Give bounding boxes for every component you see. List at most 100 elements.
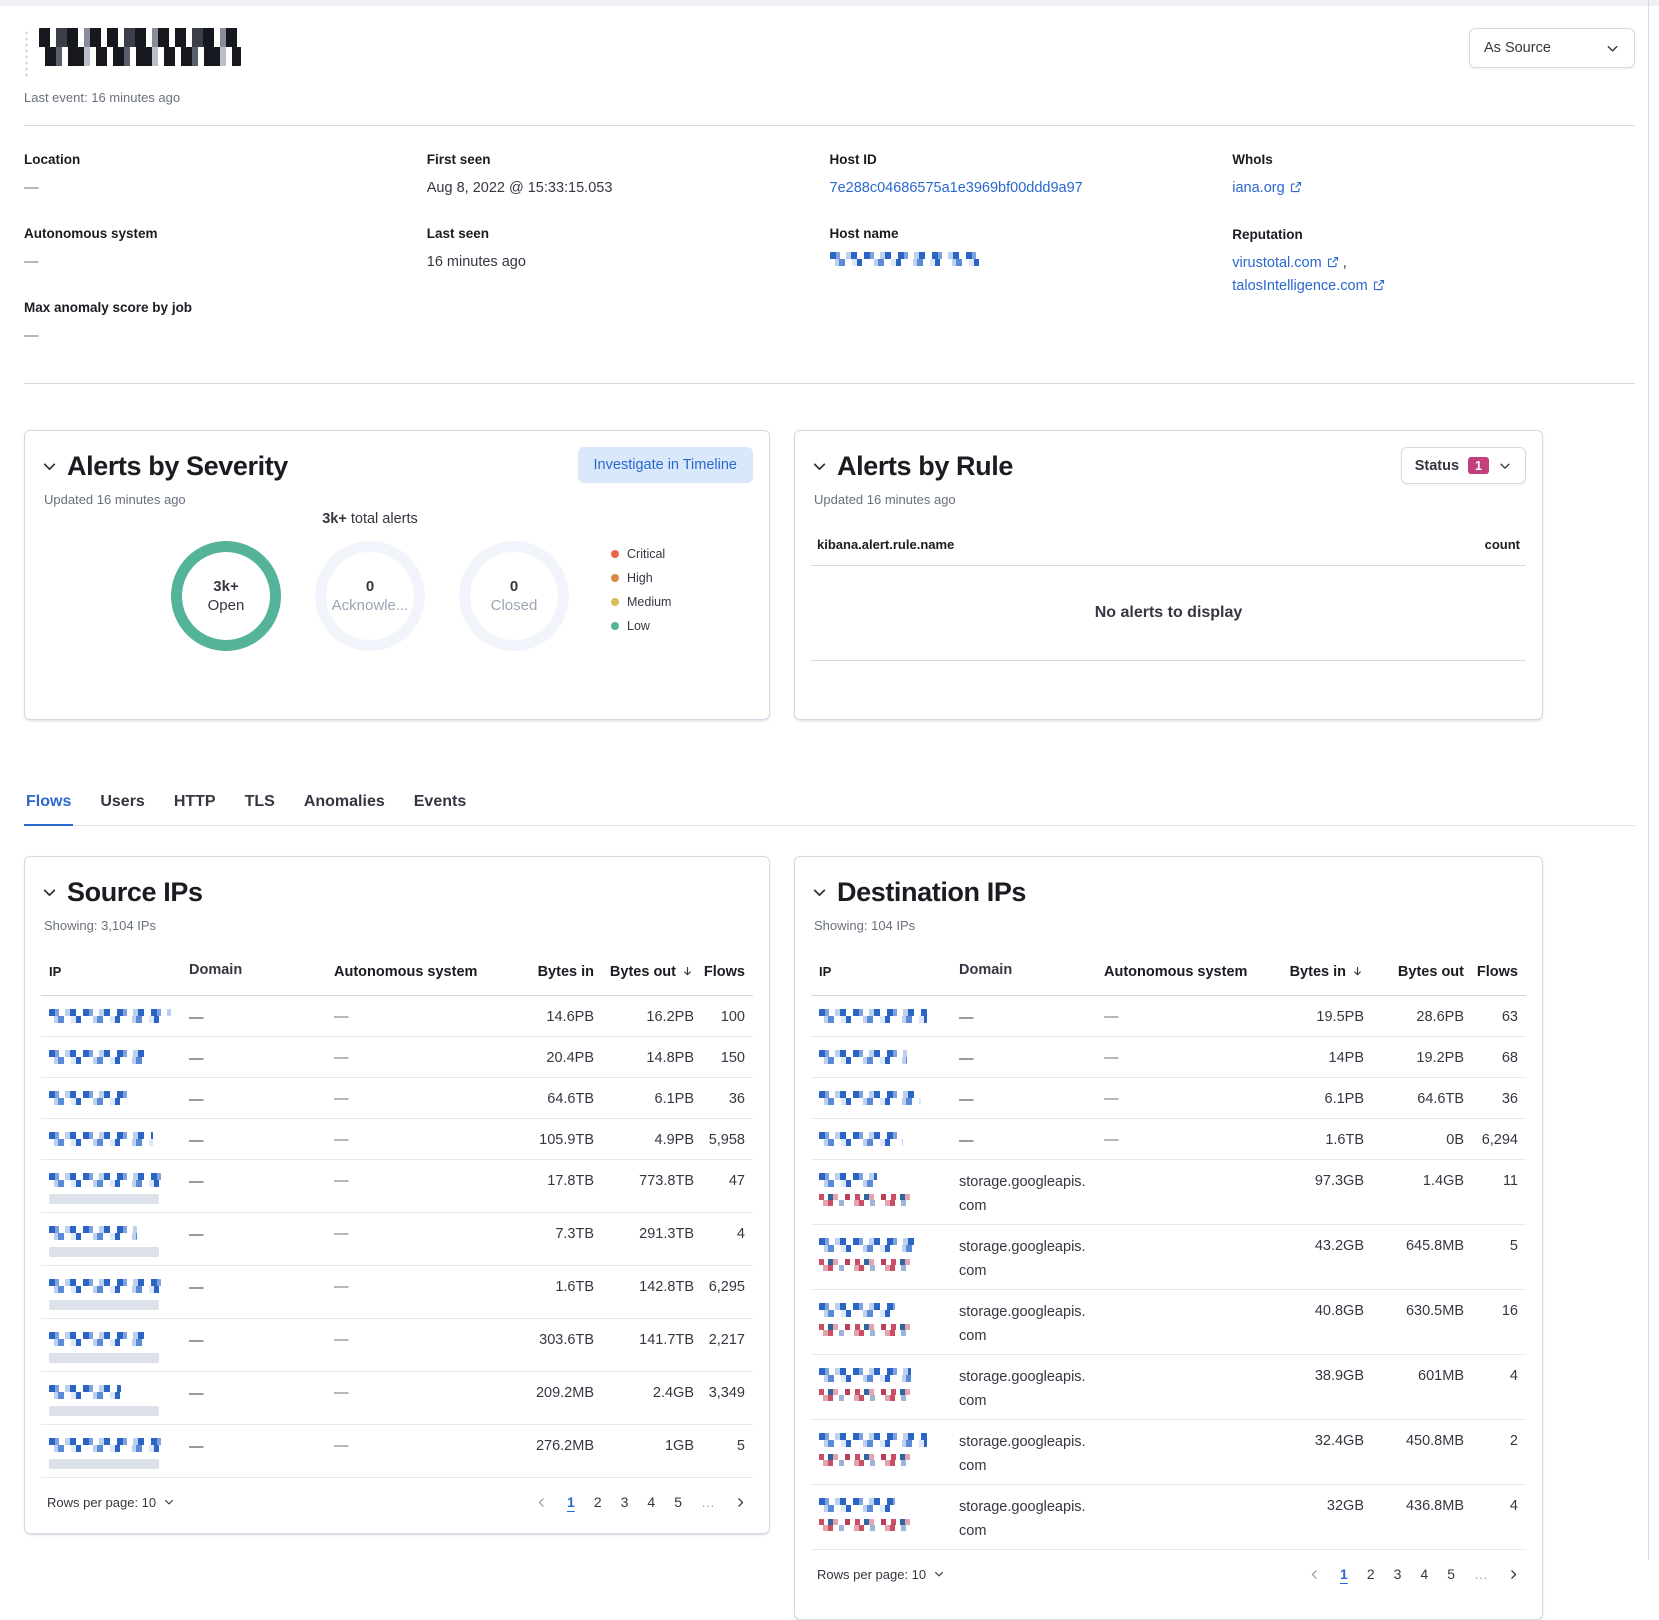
direction-selector[interactable]: As Source xyxy=(1469,28,1635,68)
low-dot-icon xyxy=(611,622,619,631)
previous-page-icon[interactable] xyxy=(535,1496,548,1509)
source-ips-collapse[interactable]: Source IPs xyxy=(41,873,753,908)
ip-cell[interactable] xyxy=(49,1132,189,1147)
whois-link[interactable]: iana.org xyxy=(1232,180,1285,196)
ip-redacted-link[interactable] xyxy=(819,1238,915,1253)
ip-cell[interactable] xyxy=(49,1226,189,1258)
ip-redacted-link[interactable] xyxy=(49,1091,127,1106)
donut-acknowledged[interactable]: 0 Acknowle... xyxy=(315,541,425,652)
host-name-redacted[interactable] xyxy=(829,251,982,266)
ip-redacted-link[interactable] xyxy=(819,1303,895,1318)
ip-redacted-link[interactable] xyxy=(819,1050,907,1065)
bytes-out-cell: 436.8MB xyxy=(1405,1498,1464,1515)
ip-redacted-link[interactable] xyxy=(819,1433,927,1448)
ip-cell[interactable] xyxy=(819,1433,959,1467)
ip-cell[interactable] xyxy=(819,1368,959,1402)
pages-ellipsis: … xyxy=(701,1494,715,1511)
bytes-in-cell: 64.6TB xyxy=(547,1091,594,1108)
ip-redacted-second-line xyxy=(819,1454,911,1467)
investigate-in-timeline-button[interactable]: Investigate in Timeline xyxy=(577,447,753,484)
ip-redacted-second-line xyxy=(49,1194,159,1205)
ip-redacted-link[interactable] xyxy=(49,1050,145,1065)
reputation-link-virustotal[interactable]: virustotal.com xyxy=(1232,254,1322,271)
autonomous-system-cell: — xyxy=(1104,1091,1119,1108)
status-filter-button[interactable]: Status 1 xyxy=(1400,447,1526,485)
table-row: — — 105.9TB 4.9PB 5,958 xyxy=(41,1119,753,1161)
ip-redacted-link[interactable] xyxy=(819,1368,911,1383)
ip-redacted-link[interactable] xyxy=(819,1091,921,1106)
ip-cell[interactable] xyxy=(49,1009,189,1024)
field-last-seen: Last seen 16 minutes ago xyxy=(427,226,830,274)
ip-redacted-link[interactable] xyxy=(819,1173,877,1188)
previous-page-icon[interactable] xyxy=(1308,1568,1321,1581)
page-number-3[interactable]: 3 xyxy=(1393,1566,1402,1583)
ip-cell[interactable] xyxy=(49,1091,189,1106)
tab-http[interactable]: HTTP xyxy=(173,793,216,811)
panel-title: Alerts by Rule xyxy=(837,451,1013,482)
rows-per-page-selector[interactable]: Rows per page: 10 xyxy=(817,1567,945,1582)
ip-redacted-link[interactable] xyxy=(49,1226,137,1241)
next-page-icon[interactable] xyxy=(734,1496,747,1509)
page-number-4[interactable]: 4 xyxy=(647,1494,656,1511)
donut-value: 0 xyxy=(365,578,375,596)
tab-flows[interactable]: Flows xyxy=(24,784,74,827)
destination-ips-collapse[interactable]: Destination IPs xyxy=(811,873,1526,908)
page-number-2[interactable]: 2 xyxy=(1366,1566,1375,1583)
alerts-severity-collapse[interactable]: Alerts by Severity xyxy=(41,447,288,482)
page-number-5[interactable]: 5 xyxy=(1447,1566,1455,1583)
column-header-bytes-in[interactable]: Bytes in xyxy=(1279,961,1364,982)
ip-cell[interactable] xyxy=(49,1438,189,1470)
flows-cell: 16 xyxy=(1501,1303,1518,1320)
host-id-link[interactable]: 7e288c04686575a1e3969bf00ddd9a97 xyxy=(829,180,1083,196)
ip-cell[interactable] xyxy=(819,1091,959,1106)
domain-cell: storage.googleapis.com xyxy=(959,1304,1086,1344)
column-header-bytes-in[interactable]: Bytes in xyxy=(537,963,594,980)
page-number-3[interactable]: 3 xyxy=(620,1494,629,1511)
tab-tls[interactable]: TLS xyxy=(244,793,275,811)
donut-closed[interactable]: 0 Closed xyxy=(459,541,569,652)
ip-redacted-link[interactable] xyxy=(819,1498,895,1513)
reputation-link-talos[interactable]: talosIntelligence.com xyxy=(1232,277,1368,294)
page-number-1[interactable]: 1 xyxy=(1340,1566,1348,1583)
column-header-bytes-out[interactable]: Bytes out xyxy=(594,961,694,982)
page-number-4[interactable]: 4 xyxy=(1420,1566,1429,1583)
tab-users[interactable]: Users xyxy=(100,793,145,811)
summary-col-3: Host ID 7e288c04686575a1e3969bf00ddd9a97… xyxy=(829,152,1233,373)
ip-redacted-link[interactable] xyxy=(49,1009,171,1024)
table-row: — — 17.8TB 773.8TB 47 xyxy=(41,1160,753,1214)
ip-cell[interactable] xyxy=(819,1132,959,1147)
ip-redacted-link[interactable] xyxy=(49,1332,145,1347)
page-header: Last event: 16 minutes ago As Source xyxy=(24,6,1635,105)
chevron-down-icon xyxy=(165,1500,174,1505)
field-label: Autonomous system xyxy=(24,225,158,241)
column-header-bytes-out[interactable]: Bytes out xyxy=(1397,963,1464,980)
ip-cell[interactable] xyxy=(49,1173,189,1205)
next-page-icon[interactable] xyxy=(1507,1568,1520,1581)
summary-col-4: WhoIs iana.org Reputation virustotal.com… xyxy=(1232,152,1635,373)
page-number-2[interactable]: 2 xyxy=(593,1494,602,1511)
ip-redacted-link[interactable] xyxy=(819,1132,903,1147)
tab-events[interactable]: Events xyxy=(413,793,467,811)
ip-cell[interactable] xyxy=(49,1279,189,1311)
ip-redacted-link[interactable] xyxy=(49,1385,121,1400)
ip-cell[interactable] xyxy=(819,1498,959,1532)
ip-cell[interactable] xyxy=(49,1332,189,1364)
page-number-1[interactable]: 1 xyxy=(567,1494,575,1511)
page-number-5[interactable]: 5 xyxy=(674,1494,682,1511)
ip-cell[interactable] xyxy=(819,1303,959,1337)
ip-cell[interactable] xyxy=(819,1238,959,1272)
ip-redacted-link[interactable] xyxy=(49,1438,167,1453)
tab-anomalies[interactable]: Anomalies xyxy=(303,793,385,811)
ip-redacted-link[interactable] xyxy=(819,1009,927,1024)
ip-redacted-link[interactable] xyxy=(49,1279,161,1294)
ip-redacted-link[interactable] xyxy=(49,1173,161,1188)
ip-redacted-link[interactable] xyxy=(49,1132,153,1147)
ip-cell[interactable] xyxy=(49,1385,189,1417)
ip-cell[interactable] xyxy=(819,1009,959,1024)
alerts-rule-collapse[interactable]: Alerts by Rule xyxy=(811,447,1013,482)
donut-open[interactable]: 3k+ Open xyxy=(171,541,281,652)
ip-cell[interactable] xyxy=(49,1050,189,1065)
ip-cell[interactable] xyxy=(819,1050,959,1065)
ip-cell[interactable] xyxy=(819,1173,959,1207)
rows-per-page-selector[interactable]: Rows per page: 10 xyxy=(47,1495,175,1510)
